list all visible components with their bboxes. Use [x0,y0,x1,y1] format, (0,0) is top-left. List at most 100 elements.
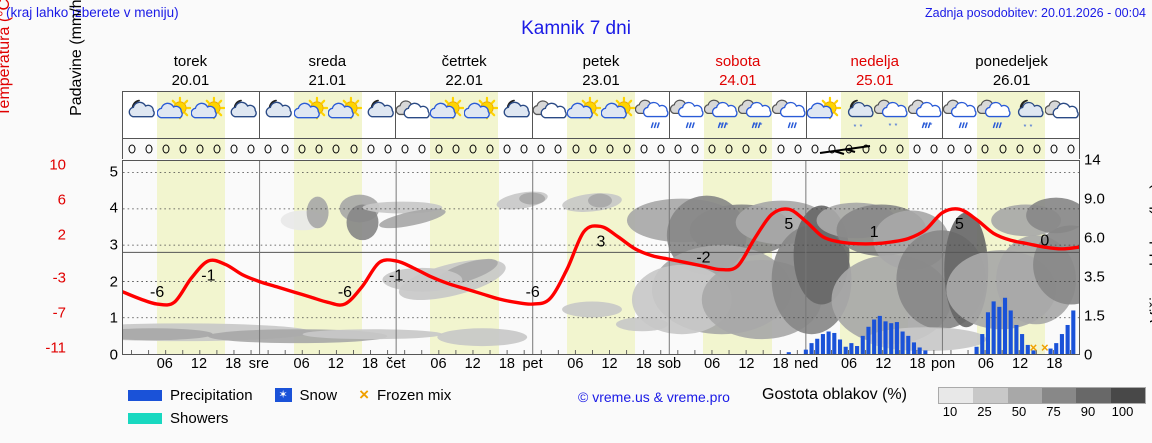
day-date: 24.01 [719,72,757,89]
density-tick: 90 [1080,404,1096,419]
hour-dot-icon [1033,144,1041,154]
precipitation-bars-layer: ×××✶ [786,297,1076,354]
hour-marker [225,139,242,159]
legend-snow: ✶ Snow [274,386,338,404]
hour-dot-icon [572,144,580,154]
temperature-tick: -11 [45,339,66,357]
hour-label: 12 [190,356,208,372]
svg-text:1: 1 [870,224,879,241]
cloud-height-tick: 3.5 [1084,268,1105,286]
hour-label: 18 [635,356,652,372]
hour-marker [191,139,209,159]
hour-dot-icon [862,144,870,154]
svg-text:-1: -1 [201,268,215,285]
precipitation-axis-ticks: 5 4 3 2 1 0 [96,160,118,363]
day-name: četrtek [441,53,487,70]
day-date: 25.01 [855,72,894,89]
precipitation-swatch [128,389,162,401]
hour-dot-icon [725,144,733,154]
cloud-icon [396,92,431,138]
moon-cloud-icon [260,92,294,138]
cloud-density-layer [123,191,1079,352]
hour-label: 06 [156,356,173,372]
svg-text:*: * [924,120,927,129]
daylight-band-cell [447,161,465,354]
showers-swatch [128,412,162,424]
hour-marker [277,139,294,159]
hour-marker [260,139,277,159]
hour-marker [208,139,226,159]
hour-marker [754,139,772,159]
hour-marker [533,139,550,159]
svg-text:5: 5 [784,216,793,233]
hour-marker [481,139,499,159]
hour-marker-row [122,139,1080,159]
hour-label: 12 [327,356,344,372]
moon-snow-icon: * * [1011,92,1046,138]
temperature-tick: 2 [57,226,66,244]
hour-label: 18 [361,356,379,372]
hour-marker [396,139,413,159]
daylight-band-cell [191,161,209,354]
hour-marker [1028,139,1046,159]
day-boundary-label: sob [657,356,682,372]
hour-marker [447,139,465,159]
hour-marker [670,139,687,159]
day-header-5: sobota 24.01 [669,52,806,90]
legend-precipitation-label: Precipitation [170,386,253,404]
hour-dot-icon [247,144,255,154]
day-boundary-label: pon [931,356,956,372]
sun-cloud-icon [430,92,465,138]
hour-marker [926,139,943,159]
icon-day-group: * * * * * * [806,92,944,138]
hour-label: 18 [498,356,515,372]
sun-cloud-icon [567,92,602,138]
day-header-4: petek 23.01 [533,52,670,90]
legend-precipitation: Precipitation [128,387,253,404]
moon-cloud-icon [362,92,396,138]
hour-marker [806,139,823,159]
cloud-rain-icon [669,92,704,138]
hour-label: 06 [840,356,858,372]
cloud-rain-icon [977,92,1012,138]
wind-barb-icon [819,145,871,155]
cloud-icon [533,92,567,138]
hour-label: 12 [1012,356,1029,372]
cloud-density-colorbar-ticks: 10 25 50 75 90 100 [938,404,1152,422]
hour-marker [635,139,652,159]
hour-label: 12 [601,356,618,372]
hour-dot-icon [1067,144,1075,154]
hour-marker [909,139,926,159]
hour-marker [1062,139,1079,159]
hour-marker [993,139,1012,159]
hour-dot-icon [742,144,750,154]
legend-snow-label: Snow [299,386,338,404]
day-name: sobota [715,53,761,70]
last-updated-label: Zadnja posodobitev: 20.01.2026 - 00:04 [924,6,1146,20]
cloud-height-tick: 14 [1084,151,1101,169]
density-step-100 [1110,388,1145,403]
precipitation-axis-title: Padavine (mm/h) [68,0,85,116]
hour-marker [618,139,636,159]
hour-dot-icon [606,144,614,154]
hour-marker [362,139,379,159]
hour-label: 18 [772,356,789,372]
cloud-height-tick: 0 [1084,346,1093,364]
hour-marker [293,139,311,159]
density-tick: 75 [1046,404,1061,419]
sun-cloud-icon [156,92,191,138]
hour-dot-icon [281,144,289,154]
hour-dot-icon [554,144,562,154]
moon-cloud-icon [225,92,259,138]
copyright-label[interactable]: © vreme.us & vreme.pro [578,389,730,405]
day-name: torek [173,53,208,70]
density-tick: 10 [942,404,958,419]
hour-marker [703,139,721,159]
density-step-10 [939,388,974,403]
hour-label: 18 [909,356,926,372]
location-hint: (kraj lahko izberete v meniju) [6,5,179,20]
hour-dot-icon [367,144,375,154]
cloud-density-legend-title: Gostota oblakov (%) [762,386,907,403]
hour-marker [772,139,789,159]
cloud-height-tick: 6.0 [1084,229,1105,247]
